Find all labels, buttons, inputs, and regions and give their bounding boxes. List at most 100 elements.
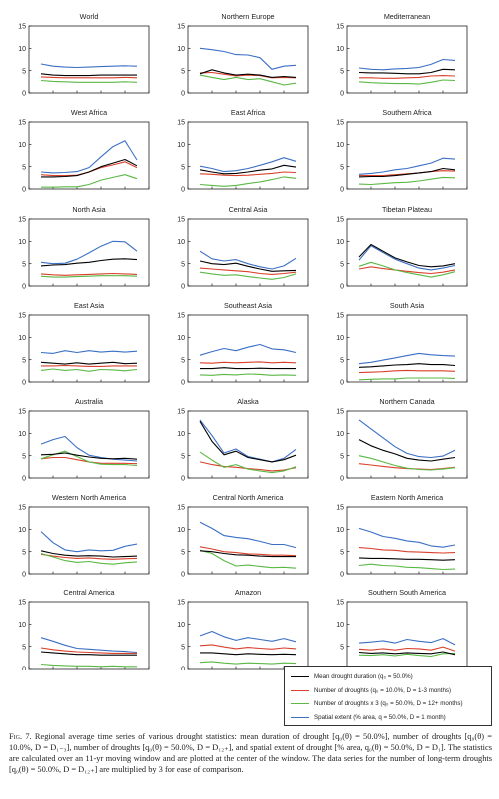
legend-label-short: Number of droughts (q₀ = 10.0%, D = 1-3 … [314,686,452,694]
y-tick-label: 15 [336,409,344,416]
y-tick-label: 10 [18,142,26,149]
series-line-long-southern-south-america [358,652,456,658]
panel-frame-central-asia [187,218,309,287]
series-line-short-west-africa [40,161,138,177]
series-line-duration-north-asia [40,258,138,267]
panel-frame-world [28,25,150,94]
panel-frame-east-asia [28,314,150,383]
legend-entry-short: Number of droughts (q₀ = 10.0%, D = 1-3 … [291,684,485,698]
y-tick-label: 0 [181,476,185,483]
y-tick-label: 0 [181,667,185,670]
y-tick-label: 10 [336,239,344,246]
legend-swatch-short [291,689,309,691]
y-tick-label: 0 [181,91,185,98]
y-tick-label: 10 [177,142,185,149]
y-tick-label: 0 [181,380,185,387]
y-tick-label: 15 [177,217,185,224]
y-tick-label: 15 [336,120,344,127]
legend-swatch-duration [291,676,309,678]
y-tick-label: 10 [336,431,344,438]
y-tick-label: 0 [22,284,26,291]
series-line-long-south-asia [358,377,456,381]
y-tick-label: 0 [22,476,26,483]
panel-title-western-north-america: Western North America [52,493,126,502]
series-line-duration-west-africa [41,158,138,178]
series-line-spatial-southern-south-america [358,638,456,646]
series-line-short-east-africa [199,171,297,177]
y-tick-label: 15 [18,217,26,224]
series-line-duration-amazon [200,652,297,656]
y-tick-label: 5 [22,357,26,364]
series-line-long-alaska [199,451,297,474]
y-tick-label: 5 [181,549,185,556]
panel-title-central-asia: Central Asia [229,205,268,214]
y-tick-label: 0 [340,572,344,579]
y-tick-label: 5 [340,164,344,171]
panel-title-east-africa: East Africa [231,108,265,117]
y-tick-label: 15 [177,409,185,416]
panel-frame-southern-africa [346,121,468,190]
y-tick-label: 10 [336,527,344,534]
series-line-spatial-australia [40,435,138,462]
series-line-duration-southern-africa [358,167,456,178]
series-line-spatial-northern-canada [358,419,456,459]
series-line-long-central-north-america [199,549,297,569]
legend-label-duration: Mean drought duration (q₀ = 50.0%) [314,673,413,681]
legend-label-spatial: Spatial extent (% area, q = 50.0%, D = 1… [314,713,446,721]
series-line-short-western-north-america [40,553,138,560]
series-line-duration-world [40,73,137,77]
y-tick-label: 15 [336,313,344,320]
series-line-duration-central-north-america [199,550,296,558]
y-tick-label: 15 [336,600,344,607]
series-line-long-north-asia [40,275,138,278]
panel-frame-northern-canada [346,410,468,479]
series-line-long-southeast-asia [199,373,297,376]
y-tick-label: 10 [18,527,26,534]
y-tick-label: 5 [340,357,344,364]
series-line-long-amazon [199,661,297,665]
y-tick-label: 10 [336,142,344,149]
caption-text: Regional average time series of various … [9,732,493,774]
panel-frame-tibetan-plateau [346,218,468,287]
y-tick-label: 10 [177,239,185,246]
panel-title-australia: Australia [75,397,103,406]
series-line-spatial-tibetan-plateau [358,245,456,271]
series-line-spatial-central-north-america [199,521,297,549]
y-tick-label: 15 [177,600,185,607]
series-line-short-central-america [40,647,137,654]
legend-swatch-spatial [291,716,309,718]
series-line-short-northern-europe [199,71,297,79]
series-line-long-tibetan-plateau [358,261,456,278]
y-tick-label: 5 [181,357,185,364]
legend-entry-spatial: Spatial extent (% area, q = 50.0%, D = 1… [291,711,485,725]
y-tick-label: 15 [336,24,344,31]
panel-frame-southern-south-america [346,601,468,670]
y-tick-label: 10 [177,527,185,534]
y-tick-label: 15 [18,409,26,416]
y-tick-label: 15 [177,505,185,512]
y-tick-label: 15 [18,313,26,320]
series-line-duration-australia [40,452,138,460]
series-line-duration-tibetan-plateau [358,243,456,268]
series-line-duration-central-asia [199,260,297,272]
panel-title-mediterranean: Mediterranean [384,12,430,21]
y-tick-label: 10 [177,622,185,629]
series-line-spatial-world [40,63,138,69]
legend-entry-long: Number of droughts x 3 (q₀ = 50.0%, D = … [291,697,485,711]
panel-title-alaska: Alaska [237,397,259,406]
panel-frame-eastern-north-america [346,506,468,575]
series-line-spatial-southern-africa [358,157,456,175]
series-line-long-central-america [40,663,137,668]
series-line-long-west-africa [41,174,138,188]
panel-title-northern-europe: Northern Europe [221,12,274,21]
series-line-short-world [40,76,138,79]
series-line-spatial-east-asia [40,350,138,354]
series-line-long-southern-africa [358,176,456,186]
panel-frame-central-north-america [187,506,309,575]
y-tick-label: 5 [181,261,185,268]
y-tick-label: 0 [22,91,26,98]
y-tick-label: 0 [340,91,344,98]
series-line-long-central-asia [199,271,297,280]
panel-frame-east-africa [187,121,309,190]
figure-caption: Fig. 7. Regional average time series of … [9,731,492,775]
